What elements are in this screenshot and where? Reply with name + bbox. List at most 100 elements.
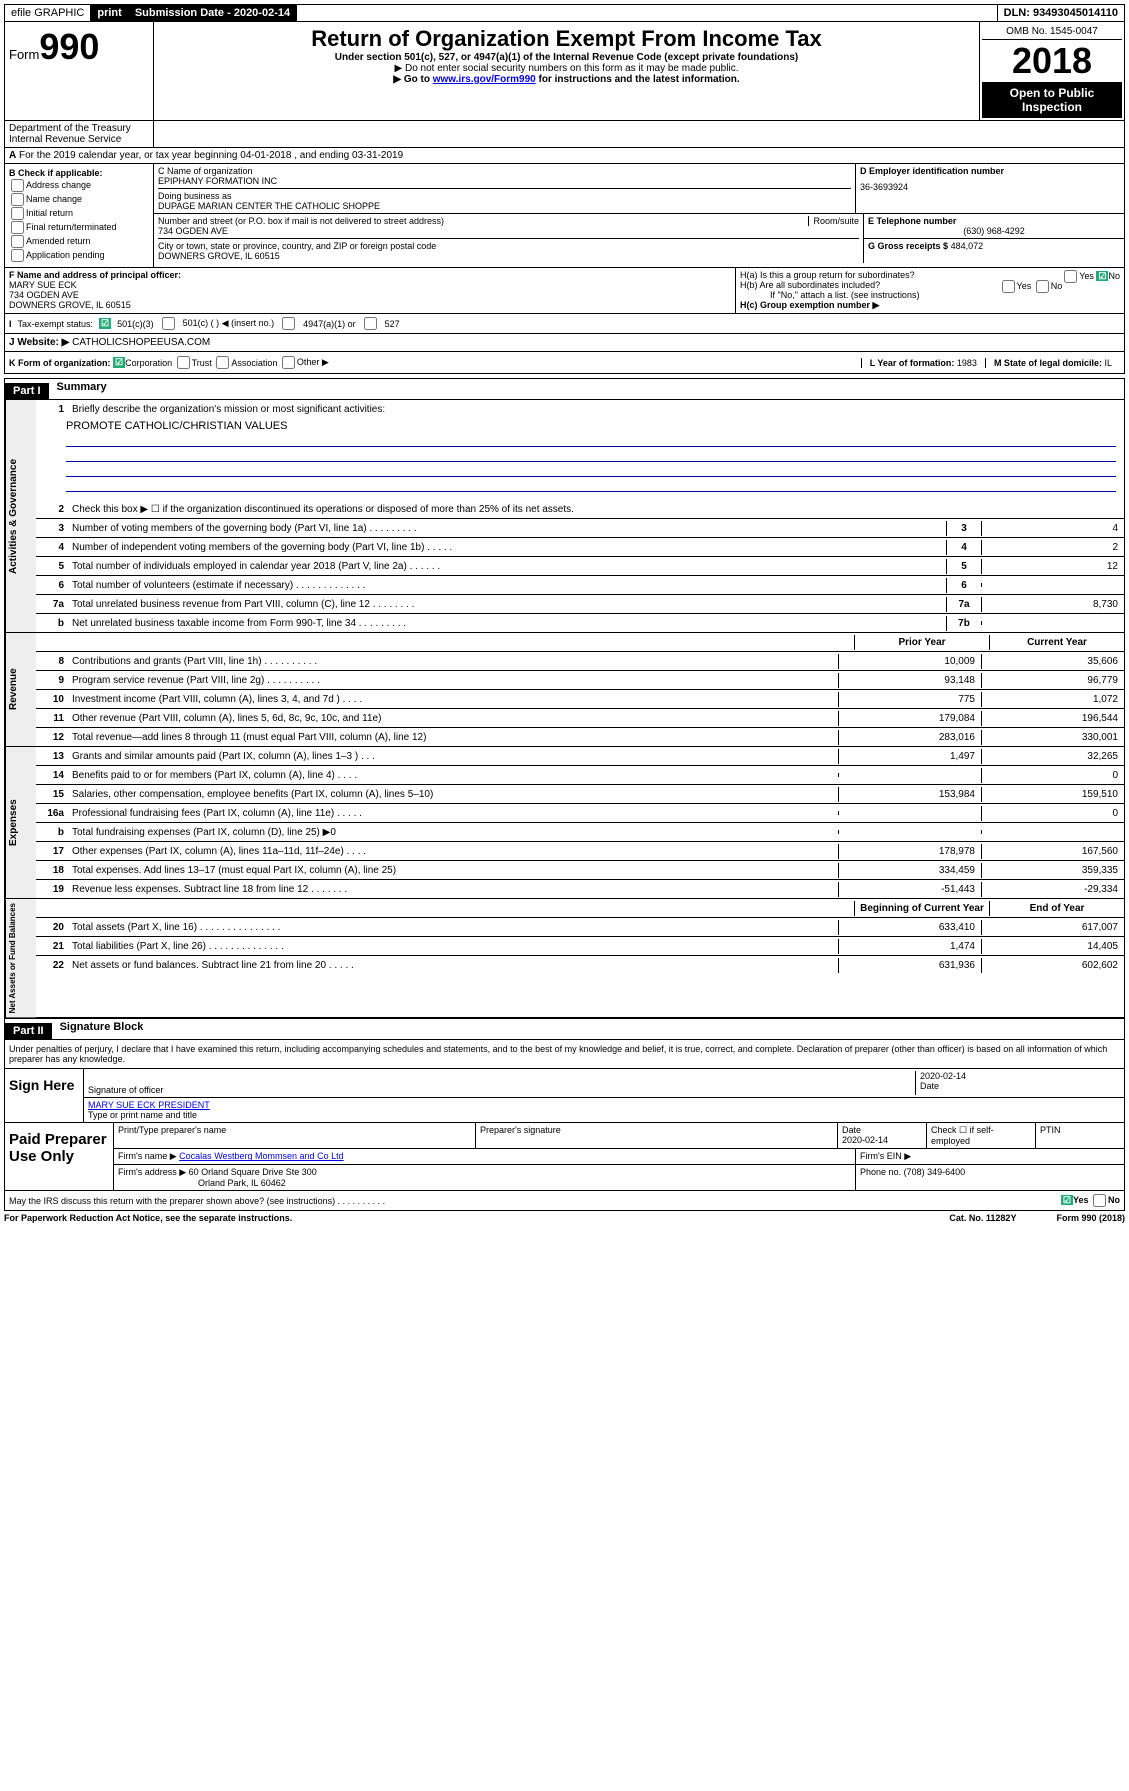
dept-label: Department of the Treasury Internal Reve… [5, 121, 154, 147]
f-name: MARY SUE ECK [9, 280, 731, 290]
form-title: Return of Organization Exempt From Incom… [158, 26, 975, 52]
i-501c3-checked: ☑ [99, 318, 111, 329]
begin-h: Beginning of Current Year [854, 901, 989, 916]
end-h: End of Year [989, 901, 1124, 916]
sig-officer-label: Signature of officer [88, 1085, 915, 1095]
vtab-revenue: Revenue [5, 633, 36, 746]
opt-pending: Application pending [26, 250, 105, 260]
hb-label: H(b) Are all subordinates included? [740, 280, 880, 290]
c-city-label: City or town, state or province, country… [158, 241, 859, 251]
form-prefix: Form [9, 47, 39, 62]
prior-h: Prior Year [854, 635, 989, 650]
cb-501c[interactable] [162, 317, 175, 330]
cb-address-change[interactable] [11, 179, 24, 192]
l1-text: Briefly describe the organization's miss… [68, 402, 1124, 417]
cb-amended[interactable] [11, 235, 24, 248]
e-val: (630) 968-4292 [868, 226, 1120, 236]
form-number: 990 [39, 26, 99, 67]
c-dba: DUPAGE MARIAN CENTER THE CATHOLIC SHOPPE [158, 201, 851, 211]
sign-here-label: Sign Here [5, 1069, 84, 1122]
declaration-text: Under penalties of perjury, I declare th… [5, 1040, 1124, 1068]
ha-label: H(a) Is this a group return for subordin… [740, 270, 915, 280]
l2-text: Check this box ▶ ☐ if the organization d… [68, 502, 1124, 517]
opt-final: Final return/terminated [26, 222, 117, 232]
mission-text: PROMOTE CATHOLIC/CHRISTIAN VALUES [66, 420, 1116, 432]
g-label: G Gross receipts $ [868, 241, 948, 251]
hb-note: If "No," attach a list. (see instruction… [740, 290, 1120, 300]
f-city: DOWNERS GROVE, IL 60515 [9, 300, 731, 310]
print-button[interactable]: print [91, 5, 128, 21]
f-street: 734 OGDEN AVE [9, 290, 731, 300]
vtab-governance: Activities & Governance [5, 400, 36, 632]
efile-label: efile GRAPHIC [5, 5, 91, 21]
m-label: M State of legal domicile: [994, 358, 1102, 368]
phone-val: (708) 349-6400 [904, 1167, 966, 1177]
k-corp-checked: ☑ [113, 357, 125, 368]
g-val: 484,072 [951, 241, 984, 251]
prep-h2: Preparer's signature [476, 1123, 838, 1148]
hc-label: H(c) Group exemption number ▶ [740, 300, 1120, 311]
form-header: Form990 Return of Organization Exempt Fr… [4, 22, 1125, 121]
spacer [297, 5, 998, 21]
cb-hb-yes[interactable] [1002, 280, 1015, 293]
prep-label: Paid Preparer Use Only [5, 1123, 114, 1190]
k-trust: Trust [192, 358, 212, 368]
cb-pending[interactable] [11, 249, 24, 262]
i-opt4: 527 [385, 319, 400, 329]
f-label: F Name and address of principal officer: [9, 270, 731, 280]
cb-initial[interactable] [11, 207, 24, 220]
part1-header: Part I [5, 383, 49, 399]
vtab-expenses: Expenses [5, 747, 36, 898]
cb-527[interactable] [364, 317, 377, 330]
l-val: 1983 [957, 358, 977, 368]
cb-name-change[interactable] [11, 193, 24, 206]
tax-year: 2018 [982, 40, 1122, 82]
cb-4947[interactable] [282, 317, 295, 330]
discuss-yes-checked: ☑ [1061, 1195, 1073, 1205]
ha-no-checked: ☑ [1096, 271, 1108, 281]
submission-date: Submission Date - 2020-02-14 [129, 5, 297, 21]
prep-date: 2020-02-14 [842, 1135, 888, 1145]
phone-label: Phone no. [860, 1167, 901, 1177]
discuss-text: May the IRS discuss this return with the… [9, 1196, 385, 1206]
form-footer: Form 990 (2018) [1056, 1213, 1125, 1223]
cb-other[interactable] [282, 356, 295, 369]
section-a-text: For the 2019 calendar year, or tax year … [19, 150, 403, 161]
firm-label: Firm's name ▶ [118, 1151, 177, 1161]
type-name-label: Type or print name and title [88, 1110, 1120, 1120]
c-city: DOWNERS GROVE, IL 60515 [158, 251, 859, 261]
i-opt1: 501(c)(3) [117, 319, 154, 329]
firm-name[interactable]: Cocalas Westberg Mommsen and Co Ltd [179, 1151, 343, 1161]
l-label: L Year of formation: [870, 358, 955, 368]
opt-name: Name change [26, 194, 82, 204]
addr2: Orland Park, IL 60462 [118, 1178, 286, 1188]
note2-post: for instructions and the latest informat… [536, 74, 740, 85]
prep-h4: Check ☐ if self-employed [927, 1123, 1036, 1148]
officer-name[interactable]: MARY SUE ECK PRESIDENT [88, 1100, 1120, 1110]
paperwork-text: For Paperwork Reduction Act Notice, see … [4, 1213, 292, 1223]
c-room-label: Room/suite [808, 216, 859, 226]
prep-h5: PTIN [1036, 1123, 1124, 1148]
sig-date: 2020-02-14 [920, 1071, 1120, 1081]
opt-initial: Initial return [26, 208, 73, 218]
i-opt3: 4947(a)(1) or [303, 319, 356, 329]
c-dba-label: Doing business as [158, 191, 851, 201]
cb-discuss-no[interactable] [1093, 1194, 1106, 1207]
cb-assoc[interactable] [216, 356, 229, 369]
prep-h3: Date [842, 1125, 861, 1135]
vtab-net: Net Assets or Fund Balances [5, 899, 36, 1017]
cb-ha-yes[interactable] [1064, 270, 1077, 283]
open-public: Open to Public Inspection [982, 82, 1122, 118]
m-val: IL [1104, 358, 1112, 368]
prep-h1: Print/Type preparer's name [114, 1123, 476, 1148]
opt-amended: Amended return [26, 236, 91, 246]
form-subtitle: Under section 501(c), 527, or 4947(a)(1)… [158, 52, 975, 63]
cb-trust[interactable] [177, 356, 190, 369]
form990-link[interactable]: www.irs.gov/Form990 [433, 74, 536, 85]
cb-final[interactable] [11, 221, 24, 234]
note2-pre: ▶ Go to [393, 74, 432, 85]
e-label: E Telephone number [868, 216, 1120, 226]
cb-hb-no[interactable] [1036, 280, 1049, 293]
j-val: CATHOLICSHOPEEUSA.COM [72, 337, 210, 348]
part2-title: Signature Block [52, 1019, 152, 1039]
